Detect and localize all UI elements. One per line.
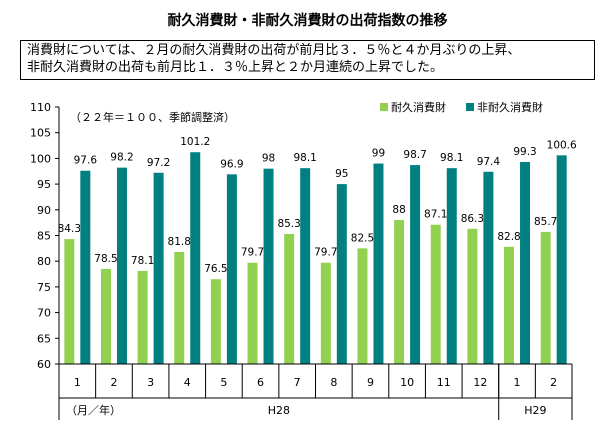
x-tick-label: 7	[294, 376, 301, 389]
nondurable-bar	[410, 165, 421, 364]
durable-value-label: 85.3	[277, 218, 300, 230]
nondurable-value-label: 98.1	[440, 152, 463, 164]
durable-value-label: 88	[392, 204, 405, 216]
durable-bar	[100, 268, 111, 364]
durable-bar	[247, 262, 258, 364]
durable-bar	[540, 231, 551, 364]
y-tick-label: 80	[37, 255, 51, 268]
summary-line-1: 消費財については、２月の耐久消費財の出荷が前月比３．５％と４か月ぶりの上昇、	[27, 43, 521, 58]
x-tick-label: 6	[257, 376, 264, 389]
x-group-label: H28	[268, 404, 290, 417]
x-tick-label: 8	[330, 376, 337, 389]
summary-line-2: 非耐久消費財の出荷も前月比１．３％上昇と２か月連続の上昇でした。	[27, 60, 444, 75]
legend-label-2: 非耐久消費財	[477, 100, 543, 114]
durable-bar	[210, 279, 221, 364]
nondurable-bar	[190, 152, 201, 364]
durable-bar	[284, 233, 295, 364]
durable-bar	[64, 239, 75, 364]
y-tick-label: 70	[37, 307, 51, 320]
durable-bar	[137, 270, 148, 364]
durable-value-label: 87.1	[424, 209, 447, 221]
nondurable-bar	[300, 168, 311, 364]
x-tick-label: 2	[550, 376, 557, 389]
durable-value-label: 85.7	[534, 216, 557, 228]
nondurable-bar	[226, 174, 237, 364]
durable-bar	[174, 251, 185, 364]
durable-value-label: 78.5	[94, 253, 117, 265]
durable-value-label: 81.8	[168, 236, 191, 248]
chart-note: （２２年＝１００、季節調整済）	[70, 110, 235, 124]
durable-value-label: 76.5	[204, 263, 227, 275]
durable-value-label: 79.7	[314, 247, 337, 259]
durable-value-label: 79.7	[241, 247, 264, 259]
nondurable-value-label: 95	[335, 168, 348, 180]
x-group-label: H29	[524, 404, 546, 417]
durable-bar	[430, 224, 441, 364]
nondurable-value-label: 97.6	[74, 155, 98, 167]
durable-value-label: 84.3	[58, 223, 81, 235]
durable-bar	[320, 262, 331, 364]
x-tick-label: 1	[74, 376, 81, 389]
y-tick-label: 90	[37, 204, 51, 217]
x-tick-label: 1	[514, 376, 521, 389]
x-tick-label: 10	[400, 376, 414, 389]
x-tick-label: 5	[220, 376, 227, 389]
durable-value-label: 82.8	[497, 231, 520, 243]
durable-value-label: 86.3	[461, 213, 484, 225]
x-tick-label: 3	[147, 376, 154, 389]
durable-bar	[394, 220, 405, 364]
chart-title: 耐久消費財・非耐久消費財の出荷指数の推移	[167, 13, 448, 29]
x-tick-label: 11	[437, 376, 451, 389]
legend-label-1: 耐久消費財	[391, 100, 446, 114]
nondurable-value-label: 99	[372, 148, 385, 160]
y-tick-label: 75	[37, 281, 51, 294]
x-unit-label: （月／年）	[66, 403, 121, 417]
nondurable-bar	[80, 170, 91, 364]
legend-swatch-1	[380, 103, 388, 111]
y-tick-label: 100	[30, 152, 51, 165]
durable-bar	[467, 228, 478, 364]
nondurable-bar	[116, 167, 127, 364]
x-tick-label: 12	[473, 376, 487, 389]
nondurable-bar	[263, 168, 274, 364]
legend-swatch-2	[466, 103, 474, 111]
durable-bar	[504, 246, 515, 364]
y-tick-label: 105	[30, 127, 51, 140]
nondurable-bar	[153, 172, 164, 364]
y-tick-label: 60	[37, 358, 51, 371]
y-tick-label: 110	[30, 101, 51, 114]
nondurable-bar	[446, 168, 457, 364]
nondurable-value-label: 97.4	[477, 156, 501, 168]
nondurable-value-label: 98.7	[403, 149, 426, 161]
nondurable-value-label: 100.6	[547, 139, 577, 151]
nondurable-value-label: 98.2	[110, 152, 133, 164]
durable-bar	[357, 248, 368, 364]
nondurable-value-label: 101.2	[180, 136, 210, 148]
nondurable-value-label: 96.9	[220, 158, 243, 170]
summary-box: 消費財については、２月の耐久消費財の出荷が前月比３．５％と４か月ぶりの上昇、 非…	[20, 40, 595, 80]
nondurable-bar	[556, 155, 567, 364]
x-tick-label: 2	[110, 376, 117, 389]
durable-value-label: 82.5	[351, 232, 374, 244]
nondurable-bar	[483, 171, 494, 364]
nondurable-bar	[373, 163, 384, 364]
y-tick-label: 85	[37, 230, 51, 243]
durable-value-label: 78.1	[131, 255, 154, 267]
nondurable-value-label: 97.2	[147, 157, 170, 169]
nondurable-bar	[336, 184, 347, 364]
x-tick-label: 4	[184, 376, 191, 389]
x-tick-label: 9	[367, 376, 374, 389]
y-tick-label: 95	[37, 178, 51, 191]
nondurable-value-label: 99.3	[513, 146, 536, 158]
y-tick-label: 65	[37, 332, 51, 345]
nondurable-value-label: 98	[262, 153, 275, 165]
nondurable-value-label: 98.1	[293, 152, 316, 164]
nondurable-bar	[520, 161, 531, 364]
